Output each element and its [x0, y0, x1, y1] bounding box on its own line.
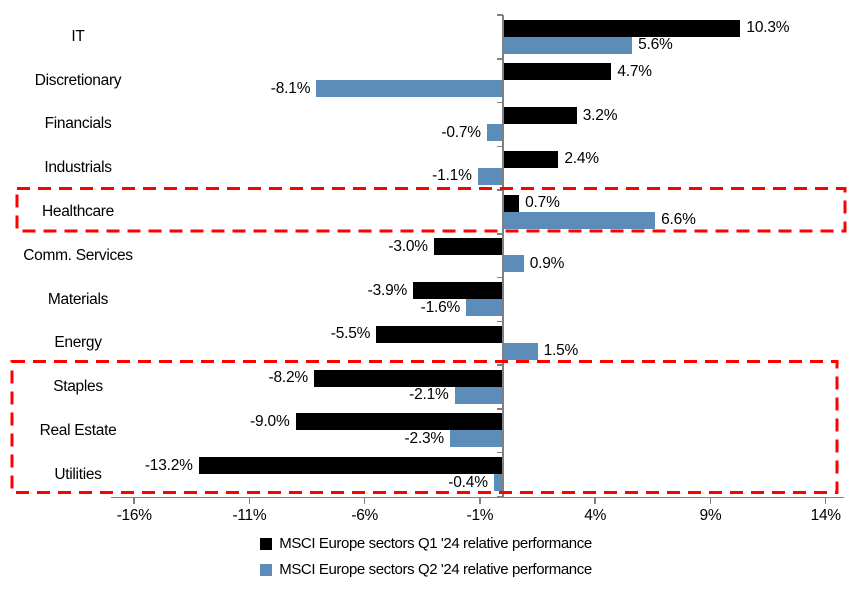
value-label-q1-healthcare: 0.7%: [525, 194, 560, 212]
bar-q2-financials: [486, 124, 503, 142]
y-axis-tick: [497, 14, 503, 16]
bar-q2-healthcare: [503, 211, 656, 229]
value-label-q2-real-estate: -2.3%: [404, 429, 445, 447]
legend: MSCI Europe sectors Q1 '24 relative perf…: [0, 535, 852, 578]
legend-item-q2: MSCI Europe sectors Q2 '24 relative perf…: [260, 561, 592, 578]
x-tick-label-9: 9%: [699, 506, 722, 524]
x-axis-tick: [824, 496, 827, 504]
y-axis-tick: [497, 58, 503, 60]
bar-q1-industrials: [503, 150, 559, 168]
category-label-materials: Materials: [47, 290, 109, 308]
x-tick-label--1: -1%: [466, 506, 494, 524]
bar-q1-materials: [413, 282, 503, 300]
legend-label-q2: MSCI Europe sectors Q2 '24 relative perf…: [279, 561, 592, 578]
category-label-comm-services: Comm. Services: [23, 246, 133, 264]
value-label-q2-financials: -0.7%: [441, 123, 481, 141]
bar-q2-materials: [466, 299, 503, 317]
value-label-q2-industrials: -1.1%: [432, 167, 472, 185]
bar-q1-healthcare: [503, 194, 520, 212]
value-label-q1-financials: 3.2%: [582, 106, 618, 124]
value-label-q1-it: 10.3%: [746, 19, 790, 36]
category-label-real-estate: Real Estate: [39, 421, 117, 439]
legend-label-q1: MSCI Europe sectors Q1 '24 relative perf…: [279, 535, 592, 552]
category-label-it: IT: [71, 27, 85, 45]
value-label-q1-real-estate: -9.0%: [250, 412, 290, 430]
category-label-staples: Staples: [53, 378, 103, 396]
category-label-energy: Energy: [54, 334, 102, 352]
x-axis-tick: [248, 496, 251, 504]
bar-q2-energy: [503, 342, 538, 360]
bar-q2-real-estate: [449, 430, 503, 448]
x-tick-label--11: -11%: [232, 506, 267, 524]
category-label-discretionary: Discretionary: [34, 71, 122, 89]
y-axis-tick: [497, 101, 503, 104]
category-label-industrials: Industrials: [44, 159, 112, 177]
bar-q1-energy: [376, 325, 503, 343]
value-label-q2-healthcare: 6.6%: [661, 211, 696, 229]
x-axis-tick: [479, 496, 481, 504]
q1-legend-swatch-icon: [260, 537, 273, 550]
x-tick-label--6: -6%: [351, 506, 379, 524]
x-axis-line: [111, 496, 845, 498]
bar-q1-utilities: [198, 457, 503, 475]
value-label-q2-utilities: -0.4%: [448, 473, 488, 491]
value-label-q1-utilities: -13.2%: [144, 456, 193, 474]
x-tick-label-4: 4%: [584, 506, 607, 524]
y-axis-line: [502, 15, 504, 497]
bar-q2-it: [503, 36, 633, 54]
bar-q2-comm-services: [503, 255, 524, 273]
y-axis-tick: [497, 233, 503, 235]
bar-q1-discretionary: [503, 63, 612, 81]
value-label-q2-energy: 1.5%: [543, 342, 579, 360]
legend-item-q1: MSCI Europe sectors Q1 '24 relative perf…: [260, 535, 592, 552]
bar-q1-staples: [313, 369, 503, 387]
category-label-healthcare: Healthcare: [42, 202, 114, 220]
value-label-q2-staples: -2.1%: [409, 386, 449, 404]
value-label-q1-materials: -3.9%: [367, 281, 408, 299]
x-tick-label--16: -16%: [116, 506, 152, 524]
y-axis-tick: [497, 276, 503, 279]
x-axis-tick: [709, 496, 712, 504]
category-label-utilities: Utilities: [54, 465, 102, 483]
x-axis-tick: [363, 496, 366, 504]
y-axis-tick: [497, 364, 503, 366]
value-label-q2-discretionary: -8.1%: [270, 79, 311, 97]
y-axis-tick: [497, 451, 503, 454]
value-label-q1-energy: -5.5%: [330, 325, 371, 343]
x-tick-label-14: 14%: [810, 506, 841, 524]
x-axis-tick: [594, 496, 596, 504]
q2-legend-swatch-icon: [260, 563, 273, 576]
value-label-q2-it: 5.6%: [638, 36, 673, 53]
bar-q2-discretionary: [316, 80, 503, 98]
bar-q2-staples: [454, 386, 503, 404]
x-axis-tick: [133, 496, 135, 504]
y-axis-tick: [497, 145, 503, 148]
value-label-q1-industrials: 2.4%: [564, 150, 599, 168]
value-label-q2-comm-services: 0.9%: [529, 254, 565, 272]
y-axis-tick: [497, 189, 503, 191]
bar-q1-real-estate: [295, 413, 503, 431]
bar-q1-comm-services: [433, 238, 503, 256]
value-label-q1-staples: -8.2%: [268, 369, 309, 387]
category-label-financials: Financials: [44, 115, 112, 133]
bar-q1-financials: [503, 107, 577, 125]
y-axis-tick: [497, 320, 503, 323]
bar-q2-industrials: [477, 167, 503, 185]
bar-q1-it: [503, 19, 741, 37]
value-label-q1-discretionary: 4.7%: [617, 62, 652, 80]
value-label-q1-comm-services: -3.0%: [388, 237, 428, 255]
value-label-q2-materials: -1.6%: [420, 298, 461, 316]
y-axis-tick: [497, 408, 503, 410]
